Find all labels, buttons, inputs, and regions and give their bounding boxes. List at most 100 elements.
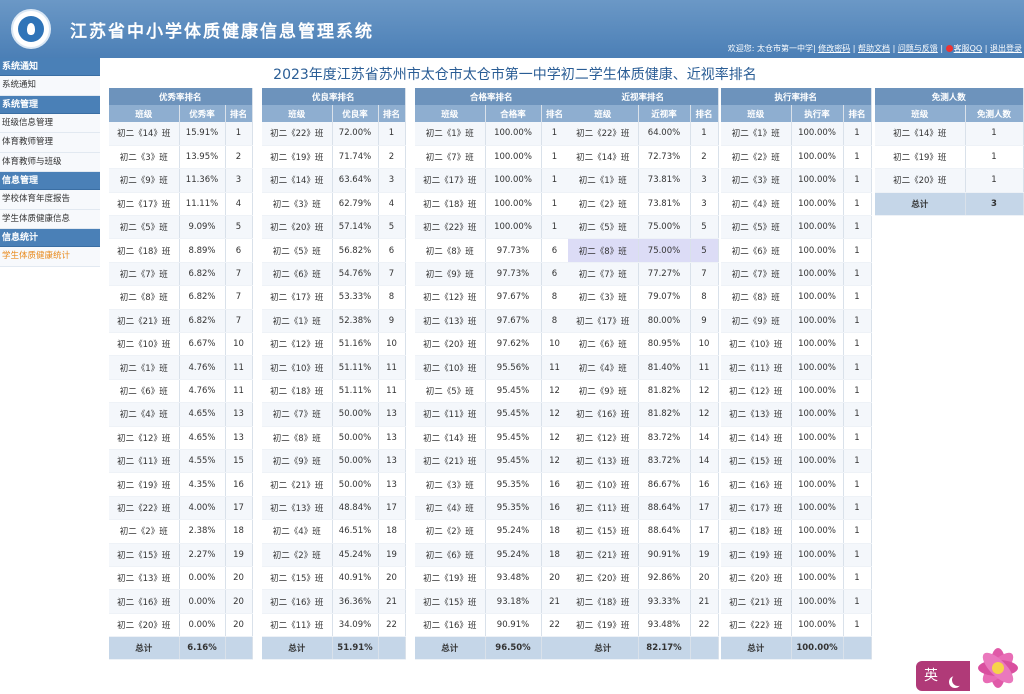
table-cell: 100.00%: [791, 168, 844, 193]
sidebar-group-header[interactable]: 系统通知: [0, 58, 100, 76]
total-cell: 总计: [109, 636, 180, 661]
table-cell: 11.36%: [179, 168, 226, 193]
table-cell: 20: [225, 589, 253, 614]
table-row: 初二《14》班 63.64% 3: [262, 168, 406, 193]
table-row: 初二《14》班 100.00% 1: [721, 426, 872, 450]
table-cell: 6.82%: [179, 285, 226, 310]
table-row: 初二《19》班 93.48% 22: [568, 613, 719, 638]
table-row: 初二《17》班 100.00% 1: [721, 496, 872, 521]
table-cell: 初二《13》班: [415, 309, 486, 334]
table-cell: 初二《18》班: [721, 519, 792, 544]
sidebar-item[interactable]: 学校体育年度报告: [0, 190, 100, 210]
column-header: 班级: [568, 105, 639, 122]
sidebar-item[interactable]: 系统通知: [0, 76, 100, 96]
table-cell: 5: [378, 215, 406, 240]
table-cell: 97.73%: [485, 262, 542, 287]
table-cell: 97.62%: [485, 332, 542, 357]
table-cell: 97.67%: [485, 285, 542, 310]
column-header: 排名: [690, 105, 719, 122]
table-cell: 初二《17》班: [568, 309, 639, 334]
table-cell: 20: [541, 566, 569, 591]
table-row: 初二《8》班 50.00% 13: [262, 426, 406, 450]
table-row: 初二《6》班 95.24% 18: [415, 543, 569, 567]
ime-language-toggle[interactable]: 英: [916, 661, 970, 691]
table-cell: 1: [843, 472, 872, 497]
table-cell: 4.76%: [179, 379, 226, 404]
table-cell: 4.65%: [179, 402, 226, 427]
column-header: 班级: [109, 105, 180, 122]
table-row: 初二《22》班 4.00% 17: [109, 496, 253, 521]
table-cell: 9: [378, 309, 406, 334]
table-cell: 4.35%: [179, 472, 226, 497]
sidebar-item[interactable]: 体育教师管理: [0, 133, 100, 153]
table-cell: 97.67%: [485, 309, 542, 334]
table-cell: 8: [378, 285, 406, 310]
total-row: 总计 96.50%: [415, 636, 569, 661]
sidebar-item[interactable]: 班级信息管理: [0, 113, 100, 133]
ime-widget[interactable]: 英: [916, 648, 1024, 694]
total-row: 总计 82.17%: [568, 636, 719, 661]
table-row: 初二《8》班 6.82% 7: [109, 285, 253, 310]
table-cell: 53.33%: [332, 285, 379, 310]
table-row: 初二《20》班 100.00% 1: [721, 566, 872, 591]
sidebar-item[interactable]: 学生体质健康信息: [0, 209, 100, 229]
table-cell: 初二《2》班: [262, 543, 333, 567]
table-row: 初二《14》班 15.91% 1: [109, 122, 253, 146]
table-row: 初二《6》班 80.95% 10: [568, 332, 719, 357]
table-row: 初二《5》班 100.00% 1: [721, 215, 872, 240]
table-cell: 初二《16》班: [109, 589, 180, 614]
table-cell: 19: [378, 543, 406, 567]
moon-icon: [952, 674, 964, 686]
table-cell: 1: [843, 402, 872, 427]
help-docs-link[interactable]: 帮助文档: [858, 44, 891, 53]
table-cell: 100.00%: [791, 426, 844, 450]
table-cell: 21: [378, 589, 406, 614]
table-cell: 80.00%: [638, 309, 691, 334]
table-row: 初二《18》班 93.33% 21: [568, 589, 719, 614]
table-cell: 100.00%: [791, 122, 844, 146]
table-cell: 10: [225, 332, 253, 357]
table-cell: 初二《17》班: [415, 168, 486, 193]
sidebar-group-header[interactable]: 信息管理: [0, 172, 100, 190]
sidebar-item[interactable]: 体育教师与班级: [0, 152, 100, 172]
table-cell: 100.00%: [485, 122, 542, 146]
feedback-link[interactable]: 问题与反馈: [897, 44, 938, 53]
sidebar-group-header[interactable]: 信息统计: [0, 229, 100, 247]
table-cell: 95.35%: [485, 472, 542, 497]
table-cell: 100.00%: [791, 589, 844, 614]
table-row: 初二《3》班 13.95% 2: [109, 145, 253, 170]
table-cell: 4.55%: [179, 449, 226, 474]
table-row: 初二《20》班 0.00% 20: [109, 613, 253, 638]
table-row: 初二《3》班 100.00% 1: [721, 168, 872, 193]
table-cell: 79.07%: [638, 285, 691, 310]
ranking-table: 优秀率排名 班级 优秀率 排名 初二《14》班 15.91% 1 初二《3》班 13.95% 2 初…: [109, 88, 253, 661]
table-cell: 初二《12》班: [568, 426, 639, 450]
table-cell: 18: [225, 519, 253, 544]
table-row: 初二《3》班 62.79% 4: [262, 192, 406, 217]
table-cell: 12: [541, 402, 569, 427]
table-row: 初二《12》班 4.65% 13: [109, 426, 253, 450]
table-cell: 初二《19》班: [875, 145, 966, 170]
table-cell: 初二《9》班: [109, 168, 180, 193]
table-cell: 1: [225, 122, 253, 146]
sidebar-group-header[interactable]: 系统管理: [0, 95, 100, 114]
top-links: 欢迎您: 太仓市第一中学| 修改密码 | 帮助文档 | 问题与反馈 | 客服QQ…: [728, 43, 1022, 54]
table-cell: 7: [690, 262, 719, 287]
table-row: 初二《1》班 52.38% 9: [262, 309, 406, 334]
table-cell: 初二《22》班: [415, 215, 486, 240]
table-cell: 初二《16》班: [262, 589, 333, 614]
table-row: 初二《19》班 71.74% 2: [262, 145, 406, 170]
table-cell: 19: [690, 543, 719, 567]
table-cell: 初二《10》班: [721, 332, 792, 357]
sidebar-item[interactable]: 学生体质健康统计: [0, 247, 100, 267]
link-separator: |: [892, 44, 896, 53]
table-cell: 100.00%: [791, 238, 844, 263]
table-row: 初二《19》班 1: [875, 145, 1024, 170]
total-cell: [843, 636, 872, 661]
customer-service-qq-link[interactable]: 客服QQ: [953, 44, 983, 53]
table-row: 初二《21》班 100.00% 1: [721, 589, 872, 614]
change-password-link[interactable]: 修改密码: [818, 44, 851, 53]
logout-link[interactable]: 退出登录: [990, 44, 1022, 53]
table-row: 初二《7》班 6.82% 7: [109, 262, 253, 287]
table-row: 初二《21》班 6.82% 7: [109, 309, 253, 334]
